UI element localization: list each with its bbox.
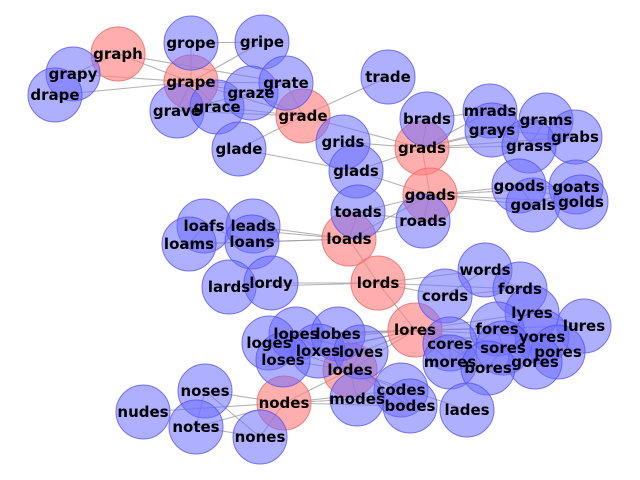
node-label-bodes: bodes [385, 397, 436, 415]
node-label-gores: gores [511, 353, 559, 371]
node-label-lores: lores [394, 321, 436, 339]
node-label-brads: brads [403, 110, 451, 128]
node-trade [360, 49, 416, 105]
node-nudes [115, 384, 171, 440]
node-label-drape: drape [30, 86, 79, 104]
node-label-grass: grass [506, 137, 552, 155]
node-label-noses: noses [180, 382, 229, 400]
node-label-golds: golds [558, 193, 604, 211]
node-label-glade: glade [216, 140, 263, 158]
node-label-nodes: nodes [259, 394, 310, 412]
node-label-sores: sores [480, 339, 526, 357]
node-label-grave: grave [153, 102, 201, 120]
node-drape [27, 67, 83, 123]
node-bodes [382, 378, 438, 434]
node-label-grays: grays [469, 121, 516, 139]
node-grope [163, 15, 219, 71]
node-label-graph: graph [93, 45, 143, 63]
node-label-lopes: lopes [273, 325, 318, 343]
node-lades [439, 382, 495, 438]
node-label-gripe: gripe [240, 33, 284, 51]
node-label-glads: glads [333, 162, 379, 180]
nodes-layer [27, 14, 612, 465]
node-label-lords: lords [357, 274, 400, 292]
labels-layer: graph grape grade grads goads loads lords lores… [30, 33, 605, 446]
node-label-lordy: lordy [249, 274, 293, 292]
node-nones [232, 409, 288, 465]
node-label-codes: codes [376, 381, 425, 399]
node-label-lobes: lobes [315, 325, 360, 343]
node-label-goals: goals [510, 196, 555, 214]
node-label-toads: toads [334, 203, 381, 221]
node-label-loafs: loafs [183, 217, 224, 235]
node-label-graze: graze [227, 84, 274, 102]
node-label-lyres: lyres [511, 304, 552, 322]
node-label-grope: grope [166, 34, 215, 52]
node-toads [330, 184, 386, 240]
node-label-grapy: grapy [49, 65, 98, 83]
node-label-grads: grads [398, 139, 446, 157]
node-label-grace: grace [193, 98, 240, 116]
node-label-roads: roads [399, 212, 447, 230]
node-label-lards: lards [208, 278, 250, 296]
node-label-goods: goods [493, 177, 544, 195]
node-notes [168, 399, 224, 455]
node-label-grade: grade [278, 107, 327, 125]
node-label-modes: modes [329, 390, 385, 408]
node-label-pores: pores [534, 343, 582, 361]
node-label-loves: loves [339, 343, 383, 361]
node-label-bores: bores [464, 359, 512, 377]
node-label-words: words [459, 261, 510, 279]
node-label-lodes: lodes [327, 361, 372, 379]
node-label-yores: yores [519, 328, 566, 346]
node-label-grape: grape [166, 73, 215, 91]
node-label-fores: fores [475, 320, 518, 338]
node-lords [350, 255, 406, 311]
node-glade [211, 121, 267, 177]
node-label-cords: cords [422, 287, 468, 305]
node-lordy [243, 255, 299, 311]
node-label-trade: trade [365, 68, 411, 86]
node-label-loges: loges [246, 334, 291, 352]
node-label-leads: leads [230, 217, 275, 235]
node-label-grate: grate [263, 74, 309, 92]
node-label-goads: goads [405, 186, 456, 204]
node-label-mores: mores [424, 353, 477, 371]
node-roads [395, 193, 451, 249]
node-label-loams: loams [164, 235, 214, 253]
node-label-nones: nones [235, 428, 286, 446]
node-grate [258, 55, 314, 111]
node-label-loads: loads [326, 230, 371, 248]
node-label-fords: fords [498, 280, 542, 298]
node-label-grids: grids [322, 133, 365, 151]
node-label-nudes: nudes [117, 403, 168, 421]
node-label-notes: notes [172, 418, 219, 436]
node-label-goats: goats [552, 178, 599, 196]
node-label-loans: loans [229, 233, 274, 251]
node-label-lures: lures [563, 317, 605, 335]
node-loses [255, 332, 311, 388]
node-label-mrads: mrads [464, 102, 517, 120]
node-label-cores: cores [427, 335, 473, 353]
node-golds [553, 174, 609, 230]
node-label-lades: lades [444, 401, 489, 419]
node-brads [399, 91, 455, 147]
node-loams [161, 216, 217, 272]
node-label-loxes: loxes [296, 342, 340, 360]
node-label-grabs: grabs [551, 128, 599, 146]
node-label-loses: loses [261, 351, 305, 369]
node-label-grams: grams [520, 111, 573, 129]
